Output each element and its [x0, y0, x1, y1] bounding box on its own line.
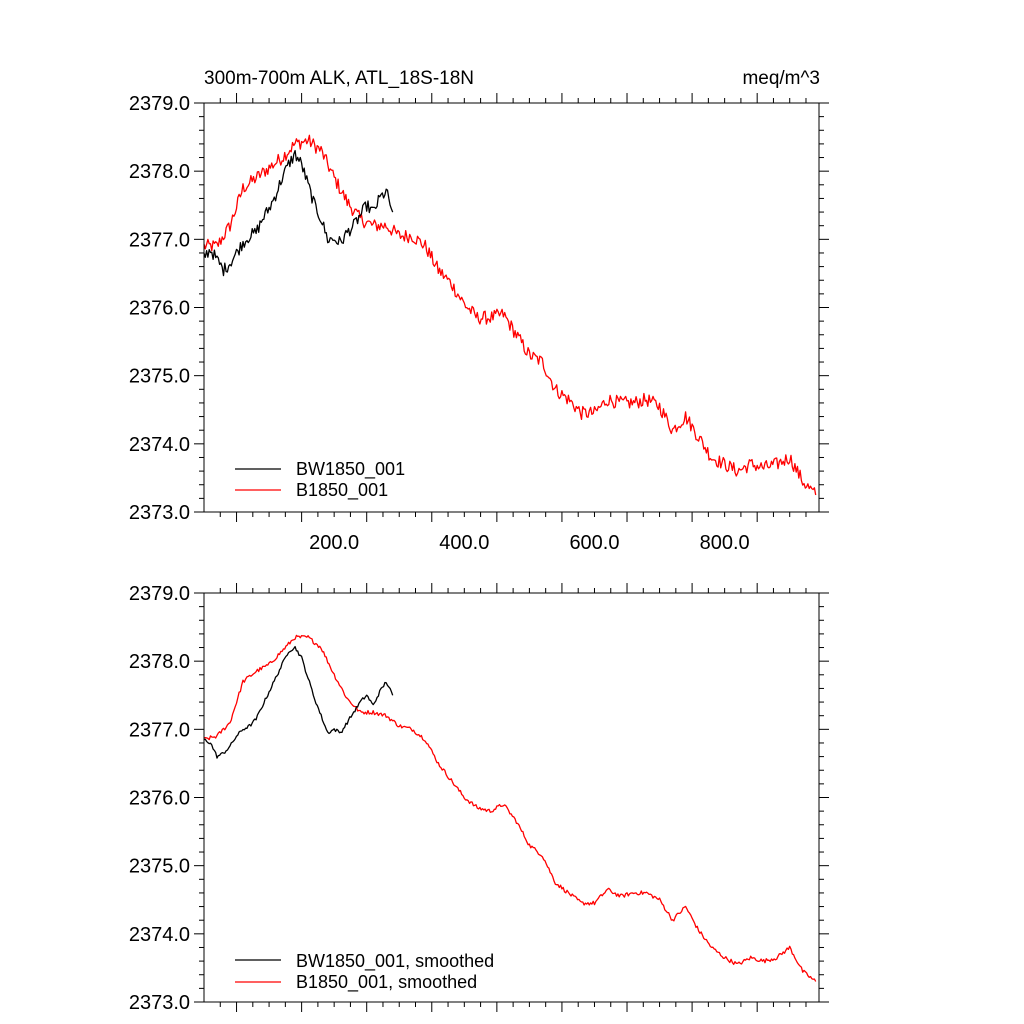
y-tick-label: 2374.0	[129, 434, 190, 456]
legend-label-bw1850: BW1850_001	[296, 459, 405, 480]
y-tick-label: 2375.0	[129, 856, 190, 878]
series-line-b1850-001	[203, 134, 817, 496]
y-tick-label: 2378.0	[129, 651, 190, 673]
bottom-panel-series	[203, 634, 817, 982]
y-tick-label: 2374.0	[129, 924, 190, 946]
y-tick-label: 2376.0	[129, 298, 190, 320]
legend-label-b1850-smoothed: B1850_001, smoothed	[296, 972, 477, 993]
bottom-panel-axes: 2373.0 2374.0 2375.0 2376.0 2377.0 2378.0 2379…	[129, 583, 829, 1014]
y-tick-label: 2378.0	[129, 161, 190, 183]
series-line-bw1850-001	[203, 149, 394, 277]
chart-units-label: meq/m^3	[742, 68, 820, 89]
bottom-legend: BW1850_001, smoothed B1850_001, smoothed	[235, 951, 494, 993]
legend-label-bw1850-smoothed: BW1850_001, smoothed	[296, 951, 494, 972]
y-tick-label: 2376.0	[129, 788, 190, 810]
series-line-b1850-001-smoothed	[203, 634, 817, 982]
bottom-panel-frame	[203, 592, 820, 1003]
top-panel-frame	[203, 102, 820, 513]
x-tick-label: 400.0	[439, 532, 489, 554]
legend-label-b1850: B1850_001	[296, 480, 388, 501]
top-legend: BW1850_001 B1850_001	[235, 459, 405, 501]
top-panel-axes: 2373.0 2374.0 2375.0 2376.0 2377.0 2378.0 2379…	[129, 93, 829, 554]
y-tick-label: 2373.0	[129, 502, 190, 524]
y-tick-label: 2377.0	[129, 719, 190, 741]
y-tick-label: 2377.0	[129, 229, 190, 251]
x-tick-label: 200.0	[309, 532, 359, 554]
bottom-panel: 2373.0 2374.0 2375.0 2376.0 2377.0 2378.0 2379…	[129, 583, 829, 1014]
chart-title: 300m-700m ALK, ATL_18S-18N	[204, 68, 474, 89]
y-tick-label: 2375.0	[129, 366, 190, 388]
x-tick-label: 800.0	[700, 532, 750, 554]
y-tick-label: 2379.0	[129, 93, 190, 115]
top-panel: 300m-700m ALK, ATL_18S-18N meq/m^3 2373.…	[129, 68, 829, 554]
top-panel-series	[203, 134, 817, 496]
series-line-bw1850-001-smoothed	[203, 645, 394, 759]
x-tick-label: 600.0	[569, 532, 619, 554]
y-tick-label: 2379.0	[129, 583, 190, 605]
y-tick-label: 2373.0	[129, 992, 190, 1014]
